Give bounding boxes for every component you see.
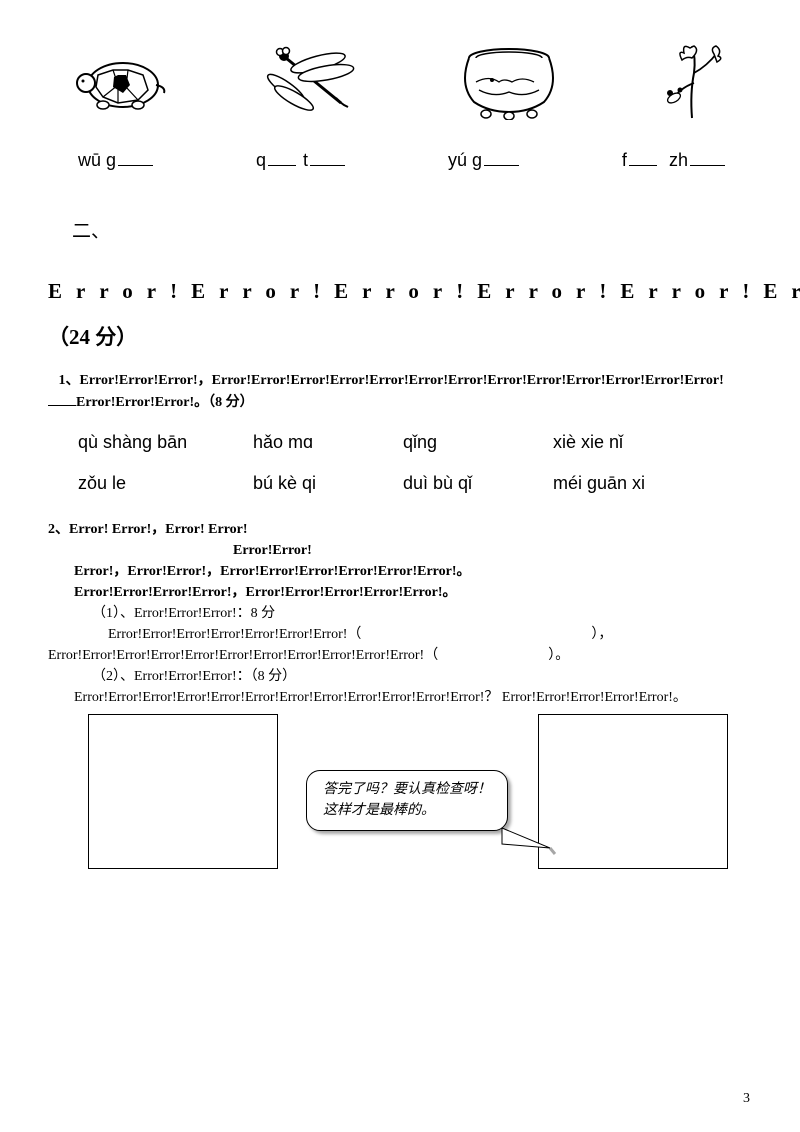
- q2-sub1: （1）、Error!Error!Error!：8 分: [48, 603, 752, 624]
- q2-sub1-line2: Error!Error!Error!Error!Error!Error!Erro…: [48, 645, 752, 666]
- grid-row: qù shàng bān hǎo mɑ qǐng xiè xie nǐ: [78, 422, 752, 463]
- answer-box-left[interactable]: [88, 714, 278, 869]
- pinyin-text: wū g: [78, 150, 116, 170]
- worksheet-page: wū g q t yú g f zh 二、 Error!Error!Error!…: [0, 0, 800, 894]
- fish-pot-image: [444, 40, 574, 120]
- pinyin-text: q: [256, 150, 266, 170]
- grid-cell: bú kè qi: [253, 463, 403, 504]
- flower-branch-image: [652, 40, 732, 120]
- q2-line3: Error!，Error!Error!，Error!Error!Error!Er…: [48, 561, 752, 582]
- period: 。: [673, 690, 687, 705]
- fill-blank[interactable]: [268, 152, 296, 166]
- error-title: Error!Error!Error!Error!Error!Error!Erro…: [48, 268, 752, 360]
- bubble-text: 答完了吗？要认真检查呀！这样才是最棒的。: [323, 782, 491, 819]
- page-number: 3: [743, 1091, 750, 1107]
- grid-row: zǒu le bú kè qi duì bù qǐ méi guān xi: [78, 463, 752, 504]
- grid-cell: duì bù qǐ: [403, 463, 553, 504]
- pinyin-word-grid: qù shàng bān hǎo mɑ qǐng xiè xie nǐ zǒu …: [48, 422, 752, 505]
- grid-cell: xiè xie nǐ: [553, 422, 623, 463]
- q2-number: 2、: [48, 522, 69, 537]
- dragonfly-image: [256, 40, 366, 120]
- answer-boxes-row: 答完了吗？要认真检查呀！这样才是最棒的。: [48, 714, 752, 894]
- speech-tail-icon: [500, 826, 560, 866]
- pinyin-item-3: yú g: [448, 150, 521, 171]
- error-word: Error!Error!Error!Error!Error!Error!Erro…: [48, 279, 800, 303]
- score-note: ：（8 分）: [237, 669, 297, 684]
- section-2-label: 二、: [48, 216, 752, 243]
- q2-line1: 2、Error! Error!，Error! Error!: [48, 519, 752, 540]
- pictures-row: [48, 40, 752, 120]
- fill-blank[interactable]: [629, 152, 657, 166]
- q2-line4: Error!Error!Error!Error!，Error!Error!Err…: [48, 582, 752, 603]
- pinyin-item-1: wū g: [78, 150, 155, 171]
- q2-sub2-line: Error!Error!Error!Error!Error!Error!Erro…: [48, 687, 752, 708]
- comma: ，: [198, 373, 212, 388]
- sub-label: （1）、: [92, 606, 134, 621]
- qmark: ？: [484, 690, 498, 705]
- speech-bubble: 答完了吗？要认真检查呀！这样才是最棒的。: [306, 770, 508, 831]
- pinyin-item-4: f zh: [622, 150, 727, 171]
- q1-number: 1、: [59, 373, 80, 388]
- q2-line2: Error!Error!: [48, 540, 752, 561]
- question-1: 1、Error!Error!Error!，Error!Error!Error!E…: [48, 370, 752, 413]
- score-note: ：8 分: [237, 606, 276, 621]
- fill-blank[interactable]: [484, 152, 519, 166]
- grid-cell: zǒu le: [78, 463, 253, 504]
- grid-cell: méi guān xi: [553, 463, 645, 504]
- pinyin-item-2: q t: [256, 150, 347, 171]
- pinyin-text: f: [622, 150, 627, 170]
- paren-close: ），: [591, 627, 612, 642]
- sub-label: （2）、: [92, 669, 134, 684]
- pinyin-text: zh: [669, 150, 688, 170]
- pinyin-text: yú g: [448, 150, 482, 170]
- underline-blank[interactable]: [48, 394, 76, 406]
- question-2: 2、Error! Error!，Error! Error! Error!Erro…: [48, 519, 752, 708]
- error-text: Error!Error!Error!: [80, 373, 198, 388]
- pinyin-text: t: [303, 150, 308, 170]
- fill-blank[interactable]: [690, 152, 725, 166]
- fill-blank[interactable]: [310, 152, 345, 166]
- grid-cell: qù shàng bān: [78, 422, 253, 463]
- grid-cell: hǎo mɑ: [253, 422, 403, 463]
- turtle-image: [68, 40, 178, 120]
- q2-sub2: （2）、Error!Error!Error!：（8 分）: [48, 666, 752, 687]
- paren-close: ）。: [548, 648, 569, 663]
- score-note: 。（8 分）: [194, 395, 254, 410]
- answer-box-right[interactable]: [538, 714, 728, 869]
- pinyin-fill-row: wū g q t yú g f zh: [48, 150, 752, 171]
- paren-open: （: [424, 648, 438, 663]
- grid-cell: qǐng: [403, 422, 553, 463]
- error-text: Error!Error!Error!Error!Error!Error!Erro…: [212, 373, 724, 388]
- fill-blank[interactable]: [118, 152, 153, 166]
- paren-open: （: [347, 627, 361, 642]
- q2-sub1-line: Error!Error!Error!Error!Error!Error!Erro…: [48, 624, 752, 645]
- error-text: Error!Error!Error!: [76, 395, 194, 410]
- comma: ，: [151, 522, 165, 537]
